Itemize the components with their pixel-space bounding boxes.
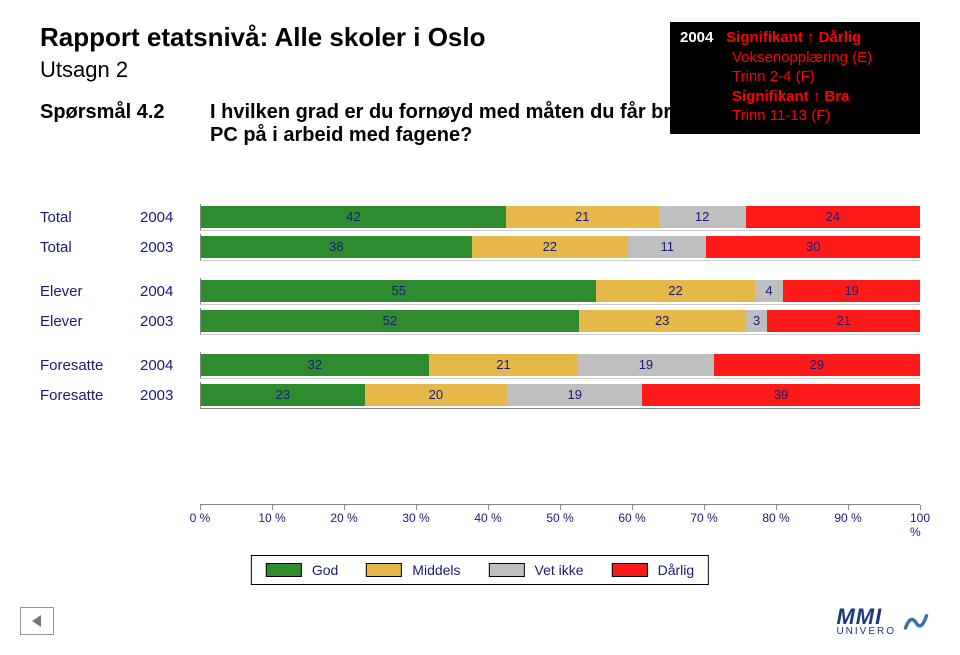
row-category: Foresatte — [40, 387, 140, 404]
bar: 5522419 — [200, 278, 920, 305]
bar: 42211224 — [200, 204, 920, 231]
row-category: Elever — [40, 313, 140, 330]
bar-segment-middels: 22 — [596, 280, 754, 302]
bar: 32211929 — [200, 352, 920, 379]
legend-swatch — [366, 563, 402, 577]
legend-label: Vet ikke — [535, 562, 584, 578]
legend-label: God — [312, 562, 338, 578]
row-year: 2003 — [140, 239, 200, 256]
x-tick-label: 100 % — [910, 511, 930, 539]
bar-segment-darlig: 21 — [767, 310, 920, 332]
bar-segment-god: 52 — [201, 310, 579, 332]
x-tick-label: 30 % — [402, 511, 429, 525]
legend-item-darlig: Dårlig — [612, 562, 695, 578]
bar: 5223321 — [200, 308, 920, 335]
bar-segment-darlig: 30 — [706, 236, 920, 258]
bar-segment-god: 55 — [201, 280, 596, 302]
legend-item-vetikke: Vet ikke — [489, 562, 584, 578]
logo-icon — [902, 607, 930, 635]
bar-segment-vetikke: 12 — [659, 206, 746, 228]
row-year: 2004 — [140, 209, 200, 226]
legend-item-god: God — [266, 562, 338, 578]
bar-segment-darlig: 29 — [714, 354, 920, 376]
triangle-left-icon — [29, 613, 45, 629]
chart-row: Total200338221130 — [40, 234, 920, 260]
significance-box: 2004 Signifikant ↑ Dårlig Voksenopplærin… — [670, 22, 920, 134]
row-year: 2003 — [140, 387, 200, 404]
back-button[interactable] — [20, 607, 54, 635]
legend-label: Dårlig — [658, 562, 695, 578]
sidebox-line3: Trinn 2-4 (F) — [732, 67, 910, 87]
bar-segment-vetikke: 4 — [755, 280, 784, 302]
bar-segment-vetikke: 19 — [507, 384, 642, 406]
bar-segment-darlig: 39 — [642, 384, 920, 406]
bar-segment-god: 23 — [201, 384, 365, 406]
bar-segment-darlig: 24 — [746, 206, 920, 228]
legend-swatch — [612, 563, 648, 577]
question-label: Spørsmål 4.2 — [40, 101, 210, 147]
bar-segment-vetikke: 19 — [578, 354, 713, 376]
x-tick-label: 10 % — [258, 511, 285, 525]
row-category: Total — [40, 209, 140, 226]
row-year: 2004 — [140, 283, 200, 300]
bar-segment-god: 38 — [201, 236, 472, 258]
chart-row: Total200442211224 — [40, 204, 920, 230]
logo: MMI UNIVERO — [836, 604, 930, 637]
bar-segment-middels: 23 — [579, 310, 746, 332]
row-category: Total — [40, 239, 140, 256]
question-text: I hvilken grad er du fornøyd med måten d… — [210, 101, 730, 147]
bar: 38221130 — [200, 234, 920, 261]
sidebox-line1: Signifikant ↑ Dårlig — [726, 29, 861, 46]
legend: God Middels Vet ikke Dårlig — [251, 555, 709, 585]
legend-item-middels: Middels — [366, 562, 460, 578]
x-tick-label: 70 % — [690, 511, 717, 525]
legend-swatch — [489, 563, 525, 577]
bar-segment-god: 32 — [201, 354, 429, 376]
chart-row: Foresatte200432211929 — [40, 352, 920, 378]
bar-segment-god: 42 — [201, 206, 506, 228]
x-tick-label: 90 % — [834, 511, 861, 525]
bar-segment-middels: 21 — [506, 206, 659, 228]
bar-segment-vetikke: 11 — [628, 236, 706, 258]
chart-row: Foresatte200323201939 — [40, 382, 920, 408]
bar-segment-middels: 20 — [365, 384, 507, 406]
bar-segment-middels: 22 — [472, 236, 629, 258]
chart-row: Elever20035223321 — [40, 308, 920, 334]
row-category: Foresatte — [40, 357, 140, 374]
x-tick-label: 60 % — [618, 511, 645, 525]
bar-segment-vetikke: 3 — [746, 310, 768, 332]
sidebox-line4: Signifikant ↑ Bra — [732, 87, 910, 107]
x-tick-label: 0 % — [190, 511, 211, 525]
sidebox-line5: Trinn 11-13 (F) — [732, 106, 910, 126]
bar-segment-darlig: 19 — [783, 280, 920, 302]
legend-swatch — [266, 563, 302, 577]
logo-sub: UNIVERO — [836, 626, 896, 637]
bar: 23201939 — [200, 382, 920, 409]
x-tick-label: 20 % — [330, 511, 357, 525]
chart: Total200442211224Total200338221130Elever… — [40, 200, 920, 529]
x-tick-label: 80 % — [762, 511, 789, 525]
row-year: 2004 — [140, 357, 200, 374]
bar-segment-middels: 21 — [429, 354, 578, 376]
x-tick-label: 40 % — [474, 511, 501, 525]
sidebox-year: 2004 — [680, 28, 722, 48]
x-tick-label: 50 % — [546, 511, 573, 525]
row-year: 2003 — [140, 313, 200, 330]
sidebox-line2: Voksenopplæring (E) — [732, 48, 910, 68]
chart-row: Elever20045522419 — [40, 278, 920, 304]
row-category: Elever — [40, 283, 140, 300]
legend-label: Middels — [412, 562, 460, 578]
